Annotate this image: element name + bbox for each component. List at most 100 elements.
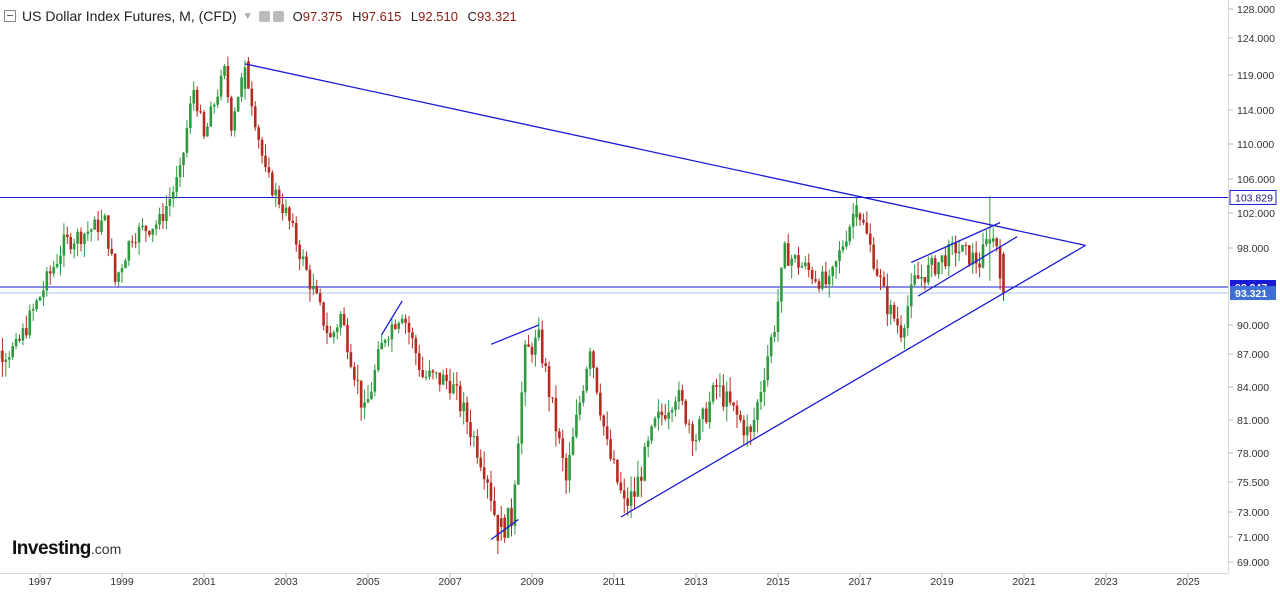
candle-body <box>787 243 790 265</box>
candle-body <box>838 250 841 261</box>
candle-body <box>766 356 769 380</box>
candle-body <box>599 393 602 416</box>
visibility-icon[interactable] <box>273 11 284 22</box>
candle-body <box>780 268 783 302</box>
candle-body <box>189 104 192 129</box>
candle-body <box>613 459 616 460</box>
x-tick-label: 2017 <box>848 576 872 588</box>
candle-body <box>551 397 554 398</box>
candle-body <box>989 239 992 243</box>
candle-body <box>954 243 957 253</box>
candle-body <box>708 402 711 423</box>
candle-body <box>575 415 578 437</box>
candle-body <box>49 271 52 273</box>
candle-body <box>141 226 144 227</box>
candle-body <box>490 483 493 501</box>
candle-body <box>664 415 667 419</box>
candle-body <box>514 485 517 526</box>
candle-body <box>134 242 137 243</box>
candle-body <box>87 232 90 234</box>
candle-body <box>292 221 295 223</box>
collapse-icon[interactable] <box>4 10 16 22</box>
y-tick-label: 110.000 <box>1237 139 1274 151</box>
candle-body <box>295 223 298 245</box>
investing-logo: Investing.com <box>12 538 121 560</box>
candle-body <box>462 402 465 411</box>
candle-body <box>175 177 178 192</box>
candle <box>585 366 588 393</box>
candle-body <box>917 275 920 279</box>
candle-body <box>719 386 722 387</box>
x-tick-label: 2001 <box>192 576 216 588</box>
candle-body <box>934 258 937 274</box>
candle-body <box>903 328 906 338</box>
candle <box>247 57 250 89</box>
candle-body <box>449 381 452 393</box>
candle-body <box>920 277 923 279</box>
candle-body <box>356 380 359 381</box>
candle-body <box>705 409 708 423</box>
x-tick-label: 2005 <box>356 576 380 588</box>
candle-body <box>83 234 86 244</box>
candle-body <box>500 518 503 527</box>
candle-body <box>274 190 277 196</box>
candle-body <box>233 111 236 130</box>
instrument-title[interactable]: US Dollar Index Futures, M, (CFD) <box>22 8 237 24</box>
x-tick-label: 2025 <box>1176 576 1200 588</box>
candle-body <box>790 259 793 266</box>
candle-body <box>896 319 899 326</box>
candle-body <box>76 232 79 244</box>
settings-icon[interactable] <box>259 11 270 22</box>
candle-body <box>121 268 124 272</box>
candle-body <box>698 419 701 440</box>
x-tick-label: 1999 <box>110 576 134 588</box>
x-tick-label: 2015 <box>766 576 790 588</box>
y-tick-label: 75.500 <box>1237 477 1269 489</box>
candle-body <box>524 344 527 392</box>
candle-body <box>558 431 561 438</box>
high-value: 97.615 <box>362 9 402 24</box>
candle-body <box>978 264 981 268</box>
chevron-down-icon[interactable]: ▼ <box>243 11 253 22</box>
candle-body <box>667 412 670 418</box>
candle <box>596 367 599 395</box>
candle <box>507 508 510 539</box>
candle <box>114 253 117 285</box>
candle-body <box>479 458 482 468</box>
chart-header: US Dollar Index Futures, M, (CFD) ▼ O97.… <box>4 6 523 26</box>
candle-body <box>442 375 445 385</box>
candle <box>616 459 619 485</box>
candle <box>934 255 937 276</box>
candle-body <box>288 208 291 221</box>
candle-body <box>264 156 267 167</box>
candle-body <box>777 302 780 332</box>
plot-background <box>0 0 1228 573</box>
candle-body <box>128 241 131 260</box>
candle <box>643 443 646 482</box>
candle-body <box>999 246 1002 278</box>
candle-body <box>760 392 763 402</box>
candle-body <box>138 227 141 243</box>
candle-body <box>5 360 8 362</box>
candle-body <box>343 314 346 325</box>
candle-body <box>66 235 69 237</box>
y-tick-label: 73.000 <box>1237 507 1269 519</box>
candle-body <box>46 271 49 290</box>
candle-body <box>688 424 691 425</box>
candle-body <box>319 293 322 302</box>
x-tick-label: 2021 <box>1012 576 1036 588</box>
candle-body <box>647 441 650 447</box>
open-value: 97.375 <box>303 9 343 24</box>
candle-body <box>415 338 418 353</box>
candle-body <box>695 440 698 441</box>
candle-body <box>507 508 510 538</box>
candle-body <box>620 482 623 490</box>
candle-body <box>131 241 134 242</box>
candle-body <box>155 225 158 229</box>
candle-body <box>114 254 117 282</box>
candle-body <box>650 426 653 440</box>
candle-body <box>52 267 55 274</box>
candle-body <box>732 403 735 406</box>
